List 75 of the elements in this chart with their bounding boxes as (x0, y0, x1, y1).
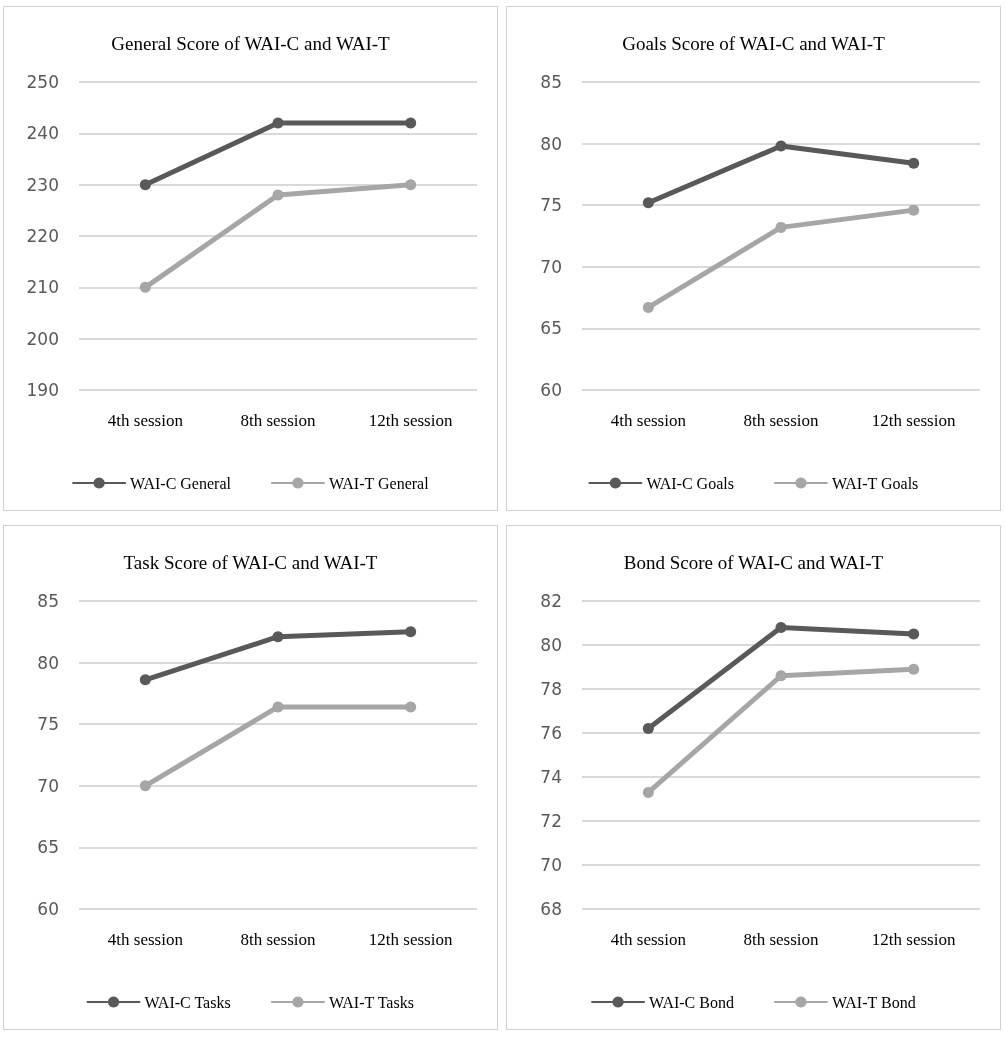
x-tick-label: 12th session (368, 930, 453, 949)
y-tick-label: 70 (37, 775, 59, 796)
y-tick-label: 75 (37, 714, 59, 735)
x-tick-label: 4th session (610, 930, 687, 949)
x-tick-label: 8th session (743, 411, 820, 430)
point (139, 179, 151, 191)
legend-label: WAI-T Goals (831, 474, 919, 492)
legend-label: WAI-C Goals (646, 474, 734, 492)
y-tick-label: 78 (540, 679, 562, 699)
point (642, 197, 654, 209)
x-tick-label: 4th session (610, 411, 687, 430)
y-tick-label: 74 (540, 767, 562, 787)
point (405, 117, 417, 129)
legend-label: WAI-T Tasks (328, 993, 414, 1011)
x-tick-label: 8th session (240, 930, 317, 949)
point (908, 204, 920, 216)
y-tick-label: 230 (26, 174, 59, 195)
x-tick-label: 4th session (107, 930, 184, 949)
y-tick-label: 200 (26, 328, 59, 349)
y-tick-label: 68 (540, 899, 562, 919)
point (908, 157, 920, 169)
y-tick-label: 70 (540, 256, 562, 277)
y-tick-label: 190 (26, 380, 59, 400)
point (272, 117, 284, 129)
y-tick-label: 210 (26, 277, 59, 298)
point (908, 628, 920, 640)
point (405, 179, 417, 191)
y-tick-label: 72 (540, 811, 562, 831)
legend-label: WAI-T General (328, 474, 430, 492)
y-tick-label: 80 (540, 133, 562, 154)
x-tick-label: 8th session (240, 411, 317, 430)
chart-title: Bond Score of WAI-C and WAI-T (623, 552, 884, 573)
y-tick-label: 65 (37, 837, 59, 858)
y-tick-label: 250 (26, 72, 59, 92)
legend-label: WAI-C Bond (649, 993, 734, 1011)
chart-title: Task Score of WAI-C and WAI-T (123, 552, 378, 573)
chart-title: Goals Score of WAI-C and WAI-T (622, 33, 886, 54)
point (139, 674, 151, 686)
x-tick-label: 8th session (743, 930, 820, 949)
point (642, 786, 654, 798)
point (642, 723, 654, 735)
legend-label: WAI-C Tasks (144, 993, 231, 1011)
point (405, 701, 417, 713)
point (272, 631, 284, 643)
y-tick-label: 220 (26, 226, 59, 246)
x-tick-label: 12th session (368, 411, 453, 430)
legend-label: WAI-T Bond (831, 993, 916, 1011)
point (272, 189, 284, 201)
y-tick-label: 85 (37, 591, 59, 611)
y-tick-label: 82 (540, 591, 562, 611)
y-tick-label: 60 (37, 899, 59, 919)
y-tick-label: 60 (540, 380, 562, 400)
point (775, 621, 787, 633)
legend-label: WAI-C General (130, 474, 232, 492)
y-tick-label: 75 (540, 195, 562, 216)
y-tick-label: 240 (26, 123, 59, 144)
point (405, 626, 417, 638)
y-tick-label: 80 (540, 635, 562, 655)
point (775, 221, 787, 233)
y-tick-label: 76 (540, 723, 562, 743)
x-tick-label: 12th session (871, 411, 956, 430)
x-tick-label: 12th session (871, 930, 956, 949)
point (139, 281, 151, 293)
y-tick-label: 70 (540, 855, 562, 875)
y-tick-label: 85 (540, 72, 562, 92)
x-tick-label: 4th session (107, 411, 184, 430)
point (642, 301, 654, 313)
point (139, 780, 151, 792)
point (775, 670, 787, 682)
y-tick-label: 80 (37, 652, 59, 673)
point (775, 140, 787, 152)
point (272, 701, 284, 713)
y-tick-label: 65 (540, 318, 562, 339)
chart-title: General Score of WAI-C and WAI-T (111, 33, 391, 54)
point (908, 663, 920, 675)
